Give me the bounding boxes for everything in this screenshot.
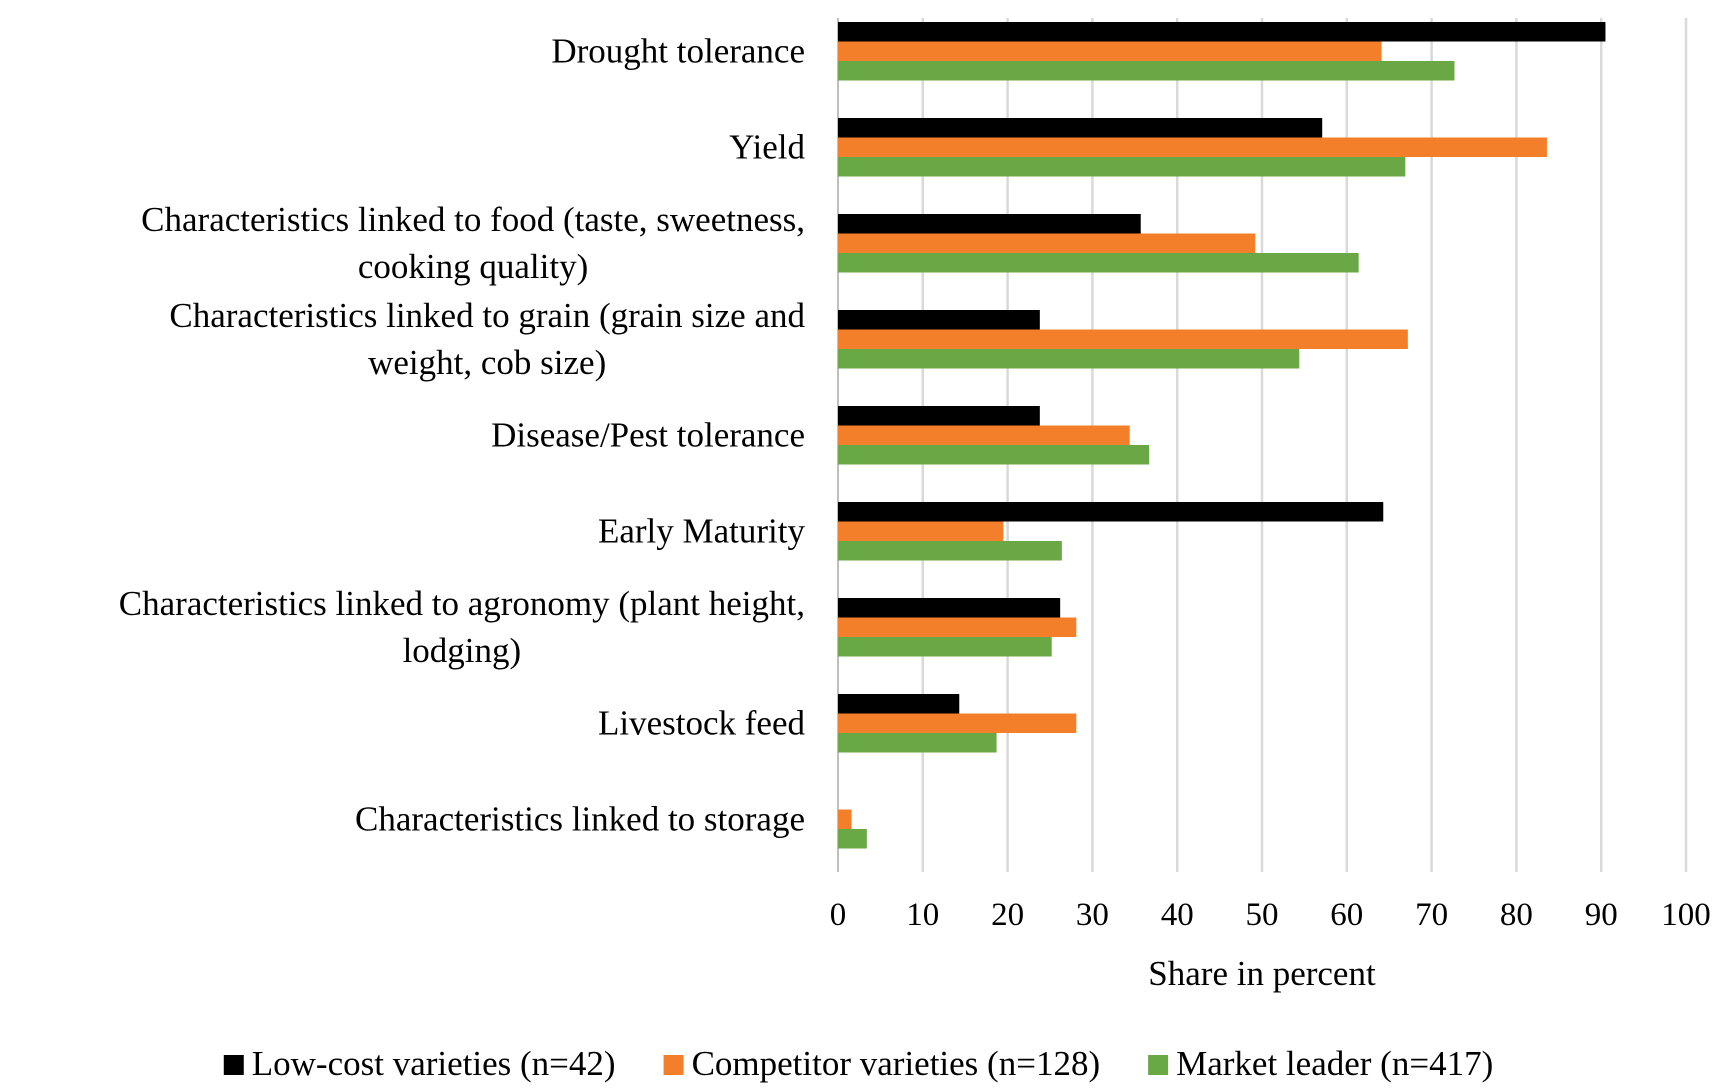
legend-label: Competitor varieties (n=128) <box>692 1044 1101 1083</box>
legend-item: Competitor varieties (n=128) <box>663 1044 1101 1083</box>
x-tick-label: 70 <box>1415 897 1448 933</box>
x-tick-label: 90 <box>1585 897 1618 933</box>
legend-item: Market leader (n=417) <box>1148 1044 1493 1083</box>
legend-item: Low-cost varieties (n=42) <box>223 1044 616 1083</box>
legend-label: Low-cost varieties (n=42) <box>252 1044 616 1083</box>
bar-low-cost-0 <box>838 22 1606 42</box>
category-label: Drought tolerance <box>551 31 805 70</box>
category-label: weight, cob size) <box>368 343 606 382</box>
category-label: cooking quality) <box>358 247 588 286</box>
x-tick-label: 80 <box>1500 897 1533 933</box>
bar-market-leader-8 <box>838 829 867 849</box>
bar-low-cost-2 <box>838 214 1141 234</box>
x-tick-label: 100 <box>1661 897 1711 933</box>
bar-low-cost-5 <box>838 502 1384 522</box>
legend: Low-cost varieties (n=42) Competitor vari… <box>223 1044 1493 1083</box>
bar-competitor-3 <box>838 329 1408 349</box>
bar-competitor-2 <box>838 233 1256 253</box>
x-tick-label: 40 <box>1161 897 1194 933</box>
legend-swatch <box>223 1055 244 1075</box>
category-label: lodging) <box>403 631 522 670</box>
bar-market-leader-6 <box>838 637 1052 657</box>
category-label: Characteristics linked to agronomy (plan… <box>119 584 805 623</box>
bar-market-leader-0 <box>838 61 1455 81</box>
x-axis-title: Share in percent <box>1148 954 1376 993</box>
category-label: Characteristics linked to storage <box>355 799 805 838</box>
bar-competitor-0 <box>838 41 1382 61</box>
bar-low-cost-7 <box>838 694 960 714</box>
bar-market-leader-3 <box>838 349 1300 369</box>
x-tick-label: 30 <box>1076 897 1109 933</box>
bar-low-cost-4 <box>838 406 1040 426</box>
bar-competitor-1 <box>838 137 1547 157</box>
bar-competitor-5 <box>838 521 1004 541</box>
legend-label: Market leader (n=417) <box>1176 1044 1493 1083</box>
bar-market-leader-7 <box>838 733 997 753</box>
bar-competitor-6 <box>838 617 1077 637</box>
x-axis-ticks: 0 10 20 30 40 50 60 70 80 90 100 <box>830 897 1711 933</box>
category-label: Early Maturity <box>598 511 806 550</box>
category-labels: Drought tolerance Yield Characteristics li… <box>119 31 806 838</box>
category-label: Characteristics linked to grain (grain s… <box>169 296 805 335</box>
bar-competitor-8 <box>838 809 852 829</box>
legend-swatch <box>663 1055 684 1075</box>
x-tick-label: 10 <box>906 897 939 933</box>
x-tick-label: 0 <box>830 897 847 933</box>
category-label: Livestock feed <box>598 703 805 742</box>
category-label: Characteristics linked to food (taste, s… <box>141 200 805 239</box>
x-tick-label: 20 <box>991 897 1024 933</box>
bar-low-cost-6 <box>838 598 1061 618</box>
legend-swatch <box>1148 1055 1169 1075</box>
bar-competitor-4 <box>838 425 1130 445</box>
bar-market-leader-4 <box>838 445 1150 465</box>
bar-market-leader-2 <box>838 253 1359 273</box>
bar-competitor-7 <box>838 713 1077 733</box>
bar-market-leader-1 <box>838 157 1406 177</box>
category-label: Disease/Pest tolerance <box>491 415 805 454</box>
bars <box>838 22 1606 849</box>
category-label: Yield <box>729 127 805 166</box>
x-tick-label: 50 <box>1246 897 1279 933</box>
bar-market-leader-5 <box>838 541 1062 561</box>
x-tick-label: 60 <box>1330 897 1363 933</box>
bar-low-cost-3 <box>838 310 1040 330</box>
bar-low-cost-1 <box>838 118 1323 138</box>
